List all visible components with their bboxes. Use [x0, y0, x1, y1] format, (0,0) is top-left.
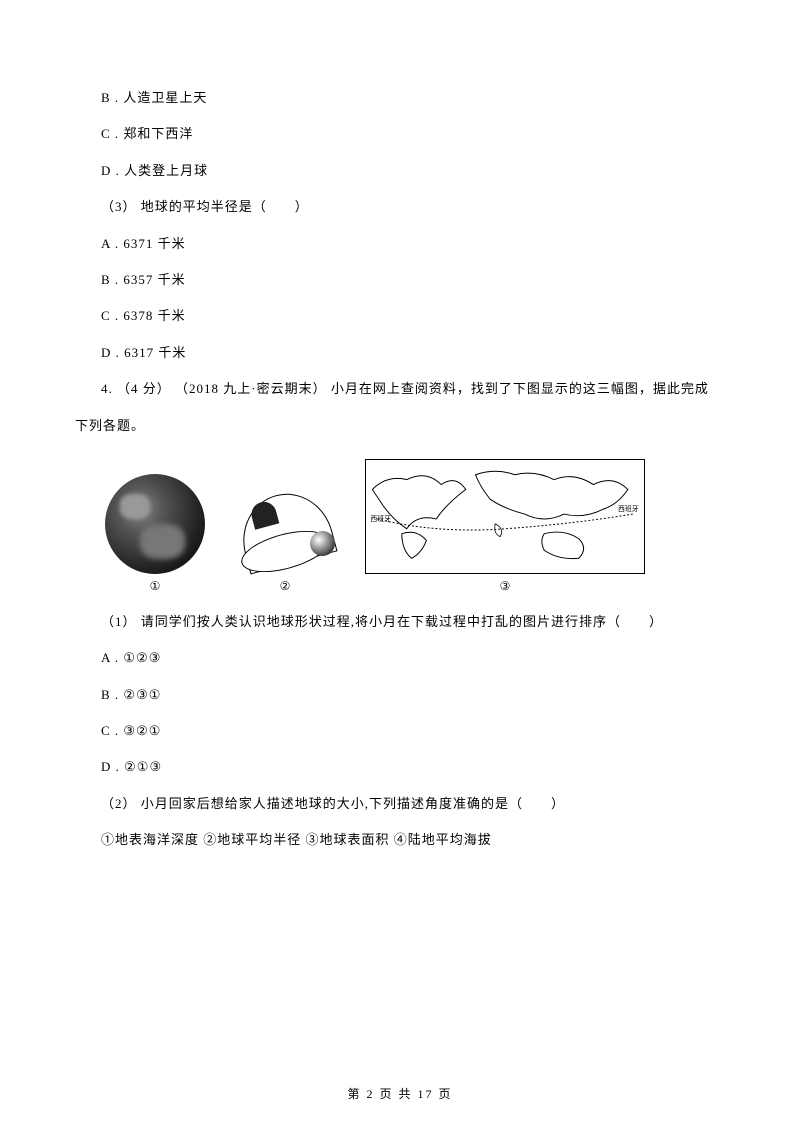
- world-map-icon: 西班牙 西班牙: [365, 459, 645, 574]
- figure-1: ①: [105, 474, 205, 594]
- option-text: C . 郑和下西洋: [75, 116, 725, 152]
- question-stem: （3） 地球的平均半径是（ ）: [75, 189, 725, 225]
- option-text: D . ②①③: [75, 749, 725, 785]
- option-text: B . 6357 千米: [75, 262, 725, 298]
- option-text: B . 人造卫星上天: [75, 80, 725, 116]
- figure-2: ②: [230, 484, 340, 594]
- question-lead: 4. （4 分） （2018 九上·密云期末） 小月在网上查阅资料，找到了下图显…: [75, 371, 725, 407]
- option-text: D . 6317 千米: [75, 335, 725, 371]
- svg-text:西班牙: 西班牙: [370, 514, 391, 523]
- option-text: B . ②③①: [75, 677, 725, 713]
- option-text: A . ①②③: [75, 640, 725, 676]
- option-text: D . 人类登上月球: [75, 153, 725, 189]
- figure-3: 西班牙 西班牙 ③: [365, 459, 645, 594]
- question-stem: （1） 请同学们按人类认识地球形状过程,将小月在下载过程中打乱的图片进行排序（ …: [75, 604, 725, 640]
- figure-label: ③: [500, 579, 511, 594]
- question-lead: 下列各题。: [75, 408, 725, 444]
- page-footer: 第 2 页 共 17 页: [0, 1085, 800, 1102]
- option-text: A . 6371 千米: [75, 226, 725, 262]
- option-text: C . ③②①: [75, 713, 725, 749]
- question-stem: （2） 小月回家后想给家人描述地球的大小,下列描述角度准确的是（ ）: [75, 786, 725, 822]
- figure-row: ① ② 西班牙 西班牙 ③: [75, 459, 725, 594]
- svg-text:西班牙: 西班牙: [618, 504, 639, 513]
- globe-icon: [105, 474, 205, 574]
- figure-label: ②: [280, 579, 291, 594]
- option-text: C . 6378 千米: [75, 298, 725, 334]
- figure-label: ①: [150, 579, 161, 594]
- dome-icon: [230, 484, 340, 574]
- choice-line: ①地表海洋深度 ②地球平均半径 ③地球表面积 ④陆地平均海拔: [75, 822, 725, 858]
